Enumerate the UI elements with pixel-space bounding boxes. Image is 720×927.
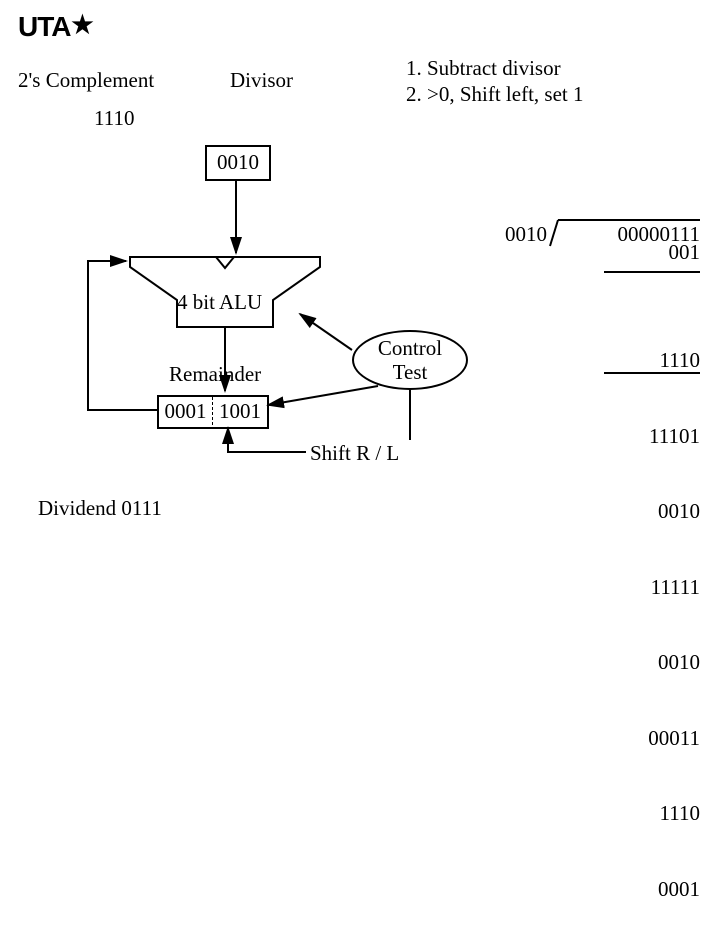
remainder-box: 00011001 <box>157 395 269 429</box>
worked-l3: 0010 <box>500 499 700 524</box>
logo-text: UTA <box>18 11 70 42</box>
worked-l4: 11111 <box>500 575 700 600</box>
worked-l6: 00011 <box>500 726 700 751</box>
logo: UTA★ <box>18 10 95 43</box>
worked-l5: 0010 <box>500 650 700 675</box>
twos-complement-value: 1110 <box>94 106 134 131</box>
divisor-label: Divisor <box>230 68 293 93</box>
step-2: 2. >0, Shift left, set 1 <box>406 82 584 107</box>
worked-lines: 1110 11101 0010 11111 0010 00011 1110 00… <box>500 222 700 927</box>
control-test-ellipse: Control Test <box>352 330 468 390</box>
control-label: Control <box>354 336 466 360</box>
alu-label: 4 bit ALU <box>177 290 262 315</box>
worked-l2: 11101 <box>500 424 700 449</box>
dividend-label: Dividend 0111 <box>38 496 162 521</box>
divisor-value: 0010 <box>217 150 259 174</box>
shift-label: Shift R / L <box>310 441 399 466</box>
twos-complement-label: 2's Complement <box>18 68 154 93</box>
divisor-box: 0010 <box>205 145 271 181</box>
logo-star-icon: ★ <box>72 10 94 40</box>
remainder-right: 1001 <box>213 397 267 425</box>
remainder-label: Remainder <box>169 362 261 387</box>
worked-l1: 1110 <box>500 348 700 373</box>
worked-l7: 1110 <box>500 801 700 826</box>
remainder-left: 0001 <box>159 397 213 425</box>
step-1: 1. Subtract divisor <box>406 56 561 81</box>
worked-l8: 0001 <box>500 877 700 902</box>
test-label: Test <box>354 360 466 384</box>
